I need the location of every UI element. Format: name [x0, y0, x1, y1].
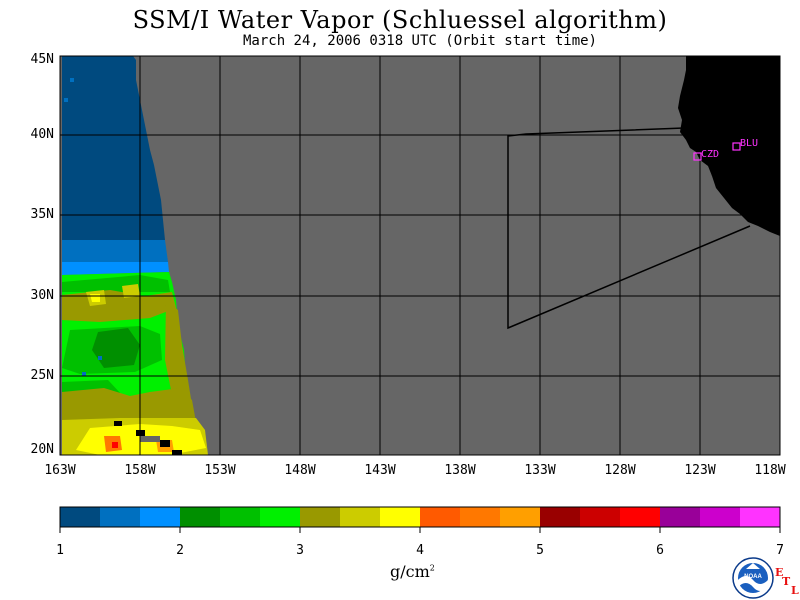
colorbar-tick-label-1: 1 [56, 543, 64, 558]
noaa-logo: NOAA [732, 557, 774, 599]
lon-label-133w: 133W [524, 463, 556, 478]
lon-label-163w: 163W [44, 463, 76, 478]
map-subtitle: March 24, 2006 0318 UTC (Orbit start tim… [242, 33, 597, 49]
station-markers [693, 142, 741, 161]
colorbar-swatch-8 [340, 507, 381, 527]
lat-label-40n: 40N [30, 127, 54, 142]
lon-label-123w: 123W [684, 463, 716, 478]
lat-label-20n: 20N [30, 442, 54, 457]
colorbar-units-exponent: 2 [429, 563, 435, 573]
lat-label-35n: 35N [30, 207, 54, 222]
land-coast-detail [700, 160, 712, 176]
swath-band-1-8 [62, 262, 169, 275]
colorbar-swatch-11 [460, 507, 501, 527]
swath-yellow-north-3 [122, 284, 140, 298]
station-marker-blu [732, 142, 741, 151]
island-1 [114, 421, 122, 426]
island-3 [160, 440, 170, 447]
lon-label-143w: 143W [364, 463, 396, 478]
swath-green-patch-1 [62, 275, 170, 292]
colorbar-swatch-1 [60, 507, 101, 527]
grid-lines [60, 56, 780, 455]
colorbar-swatch-18 [740, 507, 781, 527]
colorbar-tick-label-3: 3 [296, 543, 304, 558]
colorbar-swatch-13 [540, 507, 581, 527]
noaa-logo-text: NOAA [744, 574, 762, 580]
lon-label-138w: 138W [444, 463, 476, 478]
colorbar-swatch-17 [700, 507, 741, 527]
station-label-blu: BLU [740, 138, 758, 149]
colorbar-swatch-12 [500, 507, 541, 527]
lon-label-148w: 148W [284, 463, 316, 478]
colorbar-swatch-3 [140, 507, 181, 527]
swath-data [62, 56, 208, 455]
lon-label-153w: 153W [204, 463, 236, 478]
etl-letter-e: E [775, 566, 784, 579]
stray-pixel-2 [70, 78, 74, 82]
lat-label-25n: 25N [30, 368, 54, 383]
colorbar-units: g/cm2 [390, 562, 435, 581]
colorbar-swatch-4 [180, 507, 221, 527]
colorbar-swatch-5 [220, 507, 261, 527]
colorbar-swatch-16 [660, 507, 701, 527]
colorbar-tick-label-4: 4 [416, 543, 424, 558]
swath-band-1-5 [62, 240, 168, 262]
swath-band-1-0 [62, 56, 165, 240]
colorbar-swatch-6 [260, 507, 301, 527]
colorbar-swatch-14 [580, 507, 621, 527]
colorbar-tick-label-6: 6 [656, 543, 664, 558]
colorbar-tick-label-5: 5 [536, 543, 544, 558]
etl-letter-l: L [791, 584, 799, 597]
colorbar-tick-label-2: 2 [176, 543, 184, 558]
lat-label-45n: 45N [30, 52, 54, 67]
swath-red-pixel [112, 442, 118, 448]
stray-pixel-3 [98, 356, 102, 360]
colorbar-swatch-7 [300, 507, 341, 527]
colorbar-swatch-2 [100, 507, 141, 527]
flight-track [507, 127, 751, 330]
lat-label-30n: 30N [30, 288, 54, 303]
colorbar-swatch-15 [620, 507, 661, 527]
etl-letter-t: T [782, 575, 791, 588]
colorbar-tick-label-7: 7 [776, 543, 784, 558]
colorbar [60, 507, 781, 527]
swath-olive-south [62, 388, 196, 422]
stray-pixel-4 [82, 372, 86, 376]
station-marker-czd [693, 152, 702, 161]
station-label-czd: CZD [701, 149, 719, 160]
stray-pixel-1 [64, 98, 68, 102]
map-frame [59, 55, 781, 456]
map-title: SSM/I Water Vapor (Schluessel algorithm) [132, 6, 668, 34]
lon-label-158w: 158W [124, 463, 156, 478]
land-california [678, 56, 780, 236]
swath-dark-green-core [92, 328, 140, 368]
lon-label-128w: 128W [604, 463, 636, 478]
colorbar-swatch-10 [420, 507, 461, 527]
gap-1 [140, 436, 160, 442]
colorbar-units-base: g/cm [390, 562, 430, 581]
colorbar-swatch-9 [380, 507, 421, 527]
lon-label-118w: 118W [754, 463, 786, 478]
colorbar-ticks [59, 527, 781, 533]
island-4 [172, 450, 182, 455]
